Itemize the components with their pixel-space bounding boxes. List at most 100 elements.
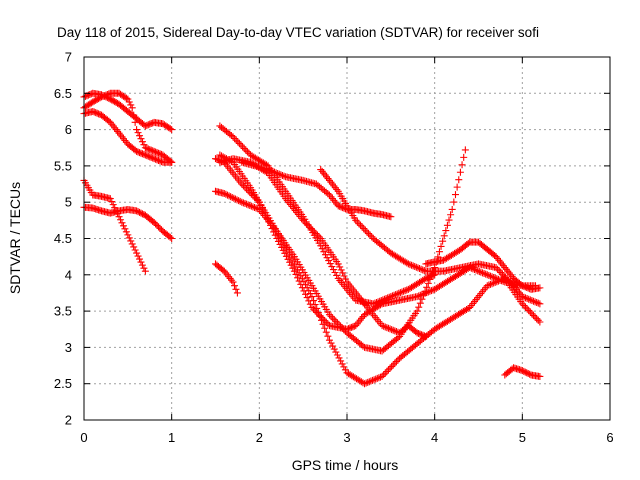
- data-point: [525, 306, 533, 314]
- data-point: [486, 272, 494, 280]
- data-point: [136, 132, 144, 140]
- data-point: [386, 325, 394, 333]
- data-point: [485, 281, 493, 289]
- data-point: [392, 291, 400, 299]
- data-point: [415, 329, 423, 337]
- data-point: [426, 287, 434, 295]
- data-point: [278, 243, 286, 251]
- data-point: [315, 233, 323, 241]
- data-point: [112, 98, 120, 106]
- data-point: [336, 263, 344, 271]
- data-point: [136, 208, 144, 216]
- data-point: [353, 218, 361, 226]
- data-point: [130, 243, 138, 251]
- series-13: [317, 166, 544, 308]
- data-point: [311, 301, 319, 308]
- data-point: [372, 299, 380, 307]
- data-point: [488, 273, 496, 281]
- data-point: [324, 332, 332, 340]
- data-point: [337, 266, 345, 274]
- data-point: [415, 303, 423, 311]
- data-point: [140, 141, 148, 149]
- data-point: [437, 242, 445, 250]
- data-point: [389, 361, 397, 369]
- data-point: [90, 97, 98, 105]
- data-point: [417, 265, 425, 273]
- data-point: [92, 96, 100, 104]
- data-point: [536, 372, 544, 380]
- data-point: [281, 249, 289, 257]
- data-point: [497, 268, 505, 276]
- data-point: [232, 285, 240, 293]
- data-point: [327, 312, 335, 320]
- data-point: [508, 280, 516, 288]
- data-point: [483, 271, 491, 279]
- data-point: [368, 233, 376, 241]
- data-point: [419, 331, 427, 339]
- series-7: [212, 146, 469, 355]
- data-point: [329, 314, 337, 322]
- data-point: [140, 264, 148, 272]
- data-point: [411, 263, 419, 271]
- data-point: [276, 240, 284, 248]
- data-point: [308, 293, 316, 301]
- series-8: [212, 155, 539, 333]
- data-point: [298, 275, 306, 283]
- y-tick-label: 3.5: [54, 304, 72, 319]
- data-point: [384, 366, 392, 374]
- data-point: [440, 232, 448, 240]
- data-point: [270, 228, 278, 236]
- data-point: [443, 221, 451, 229]
- data-point: [421, 289, 429, 297]
- data-point: [147, 146, 155, 154]
- data-points: [80, 89, 544, 388]
- data-point: [95, 95, 103, 103]
- data-point: [144, 145, 152, 153]
- data-point: [131, 118, 139, 126]
- data-point: [239, 199, 247, 207]
- data-point: [418, 331, 426, 339]
- data-point: [230, 194, 238, 202]
- data-point: [358, 223, 366, 231]
- data-point: [398, 288, 406, 296]
- data-point: [141, 151, 149, 159]
- data-point: [416, 265, 424, 273]
- data-point: [318, 245, 326, 253]
- data-point: [92, 109, 100, 117]
- data-point: [534, 316, 542, 324]
- y-tick-label: 6.5: [54, 86, 72, 101]
- y-tick-label: 5.5: [54, 158, 72, 173]
- data-point: [128, 240, 136, 248]
- data-point: [290, 260, 298, 268]
- data-point: [498, 276, 506, 284]
- data-point: [341, 366, 349, 374]
- data-point: [520, 301, 528, 309]
- data-point: [219, 266, 227, 274]
- data-point: [494, 265, 502, 273]
- chart-title: Day 118 of 2015, Sidereal Day-to-day VTE…: [57, 25, 539, 40]
- data-point: [305, 287, 313, 295]
- data-point: [133, 126, 141, 134]
- data-point: [287, 261, 295, 269]
- data-point: [357, 221, 365, 229]
- data-point: [365, 378, 373, 386]
- data-point: [105, 90, 113, 98]
- data-point: [340, 363, 348, 371]
- data-point: [136, 255, 144, 263]
- data-point: [232, 136, 240, 144]
- data-point: [528, 310, 536, 318]
- data-point: [526, 296, 534, 304]
- data-point: [231, 195, 239, 203]
- y-tick-label: 4.5: [54, 231, 72, 246]
- data-point: [390, 291, 398, 299]
- data-point: [136, 149, 144, 157]
- data-point: [343, 325, 351, 333]
- data-point: [388, 292, 396, 300]
- data-point: [127, 237, 135, 245]
- data-point: [153, 221, 161, 229]
- data-point: [103, 91, 111, 99]
- data-point: [303, 284, 311, 292]
- data-point: [494, 277, 502, 285]
- data-point: [340, 272, 348, 280]
- data-point: [138, 138, 146, 146]
